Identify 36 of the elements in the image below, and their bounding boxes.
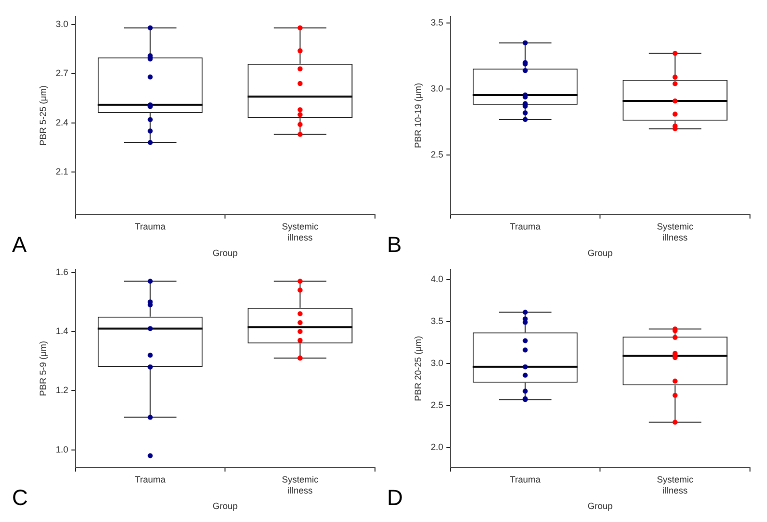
text: C [12, 485, 28, 510]
y-tick-label: 3.0 [56, 19, 68, 30]
y-tick-label: 1.6 [56, 266, 68, 277]
y-tick-label: 3.0 [430, 84, 444, 94]
y-tick-label: 3.5 [430, 17, 444, 28]
y-axis-title: PBR 5-9 (μm) [38, 340, 48, 396]
y-tick-label: 2.1 [56, 166, 68, 176]
x-axis-title: Group [588, 501, 613, 512]
x-tick-label: Trauma [134, 221, 166, 232]
x-axis-title: Group [212, 248, 238, 258]
x-axis-title: Group [588, 248, 613, 258]
x-tick-label: Systemic illness [282, 474, 319, 496]
y-tick-label: 1.0 [56, 444, 68, 454]
x-tick-label: Trauma [134, 474, 166, 484]
x-tick-label: Trauma [510, 221, 541, 232]
x-tick-label: Trauma [510, 474, 541, 484]
text: B [387, 232, 402, 258]
y-tick-label: 3.5 [430, 316, 444, 326]
y-axis-title: PBR 5-25 (μm) [38, 85, 48, 146]
text: A [12, 232, 27, 258]
x-tick-label: Systemic illness [282, 221, 319, 242]
y-tick-label: 2.0 [430, 442, 444, 452]
x-tick-label: Systemic illness [656, 221, 694, 242]
y-tick-label: 1.4 [56, 326, 68, 336]
y-tick-label: 2.7 [56, 68, 68, 78]
y-axis-title: PBR 10-19 (μm) [412, 82, 423, 148]
y-tick-label: 2.4 [56, 117, 68, 128]
y-axis-title: PBR 20-25 (μm) [412, 336, 423, 402]
text: D [387, 485, 403, 510]
y-tick-label: 1.2 [56, 385, 68, 396]
y-tick-label: 2.5 [430, 150, 444, 160]
y-tick-label: 3.0 [430, 358, 444, 368]
y-tick-label: 2.5 [430, 400, 444, 410]
x-tick-label: Systemic illness [656, 474, 694, 496]
x-axis-title: Group [212, 501, 238, 512]
y-tick-label: 4.0 [430, 274, 444, 284]
